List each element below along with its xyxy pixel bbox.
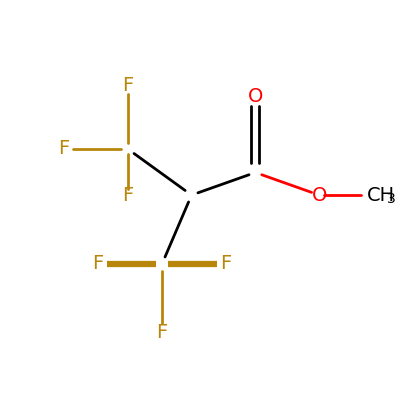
Text: F: F	[220, 254, 232, 273]
Text: F: F	[92, 254, 104, 273]
Text: 3: 3	[387, 192, 396, 206]
Text: F: F	[156, 323, 168, 342]
Text: O: O	[312, 186, 327, 204]
Text: CH: CH	[367, 186, 396, 204]
Text: O: O	[248, 87, 263, 106]
Text: F: F	[122, 186, 133, 204]
Text: F: F	[122, 76, 133, 94]
Text: F: F	[58, 140, 70, 158]
